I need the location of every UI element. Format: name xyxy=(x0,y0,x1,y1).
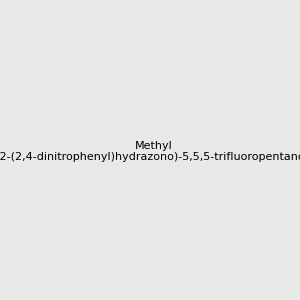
Text: Methyl 4-(2-(2,4-dinitrophenyl)hydrazono)-5,5,5-trifluoropentanoate: Methyl 4-(2-(2,4-dinitrophenyl)hydrazono… xyxy=(0,141,300,162)
